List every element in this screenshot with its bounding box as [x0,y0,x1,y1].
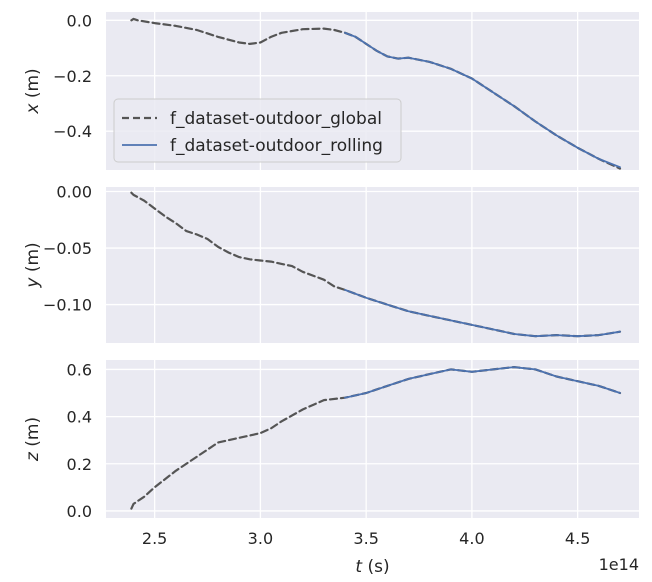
x-tick-label: 4.5 [565,529,590,548]
series-line-rolling [344,288,621,338]
legend-frame [113,98,402,163]
y-tick-label: 0.00 [56,183,92,202]
y-tick-label: −0.4 [53,122,92,141]
y-tick-label: −0.10 [43,296,92,315]
y-tick-label: 0.2 [67,455,92,474]
x-tick-label: 3.5 [353,529,378,548]
y-tick-label: 0.4 [67,408,92,427]
plot-area [106,187,639,343]
x-axis-label: t (s) [355,557,389,577]
plot-area [106,360,639,518]
x-tick-label: 4.0 [459,529,484,548]
subplot-x: 0.0 −0.2 −0.4 x (m) f_dataset-outdoor_global… [23,11,639,170]
x-offset-label: 1e14 [599,555,639,574]
y-tick-label: −0.2 [53,67,92,86]
y-axis-label: z (m) [23,417,43,462]
y-tick-label: −0.05 [43,239,92,258]
y-tick-label: 0.0 [67,11,92,30]
x-tick-label: 3.0 [248,529,273,548]
series-line-rolling [344,366,621,399]
legend-label: f_dataset-outdoor_rolling [170,136,383,156]
legend-label: f_dataset-outdoor_global [170,109,382,129]
subplot-z: 0.0 0.2 0.4 0.6 z (m) 2.5 3.0 3.5 4.0 4.5 t (s) 1e1… [23,360,639,577]
legend: f_dataset-outdoor_global f_dataset-outdoo… [113,98,402,163]
x-tick-label: 2.5 [142,529,167,548]
y-axis-label: x (m) [23,68,43,114]
y-tick-label: 0.6 [67,360,92,379]
y-tick-label: 0.0 [67,502,92,521]
subplot-y: 0.00 −0.05 −0.10y (m) [23,183,639,343]
y-axis-label: y (m) [23,242,43,288]
series-line-rolling [344,31,621,169]
